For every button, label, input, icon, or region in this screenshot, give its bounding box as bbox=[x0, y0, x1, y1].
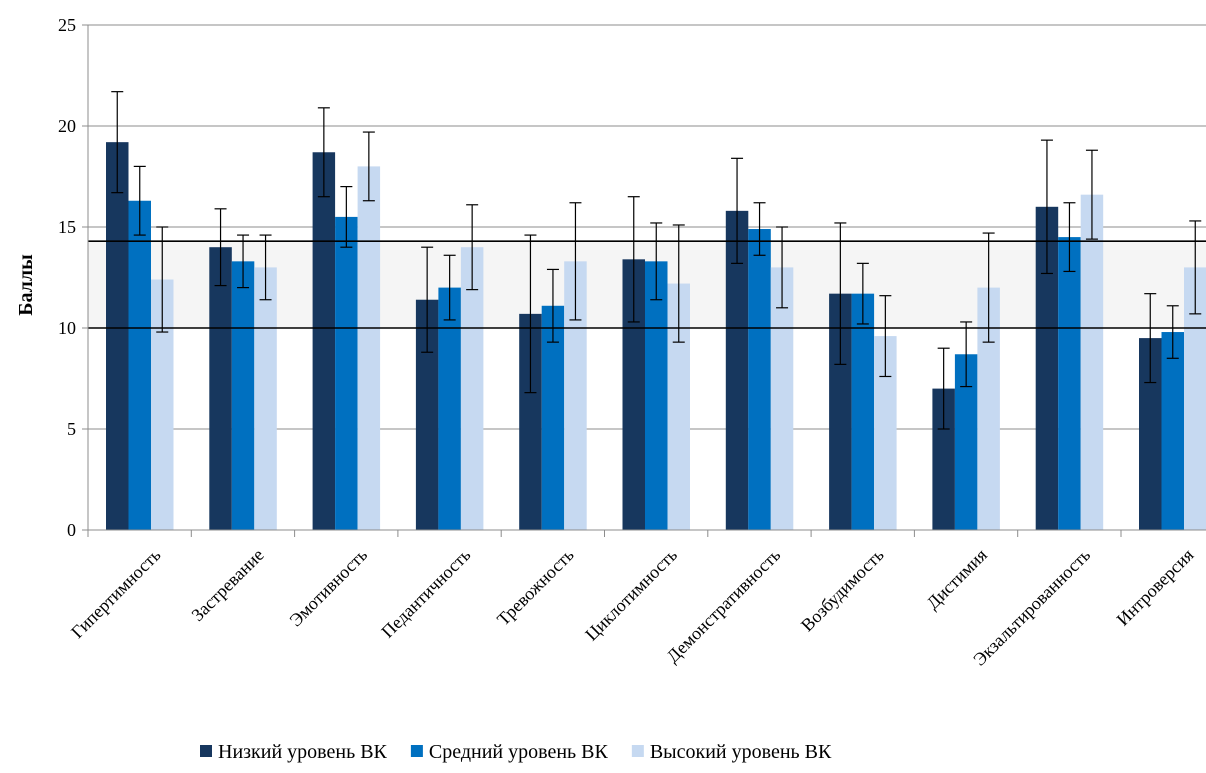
y-tick-label: 25 bbox=[58, 15, 76, 35]
category-label: Демонстративность bbox=[662, 545, 784, 667]
legend-label: Высокий уровень ВК bbox=[650, 741, 832, 763]
error-bars bbox=[88, 91, 1206, 430]
bar bbox=[312, 152, 336, 530]
bar bbox=[1058, 237, 1081, 530]
category-label: Возбудимость bbox=[797, 545, 888, 636]
bar bbox=[770, 267, 794, 530]
bar bbox=[438, 287, 461, 530]
category-label: Интроверсия bbox=[1113, 545, 1198, 630]
legend: Низкий уровень ВК Средний уровень ВК Высок… bbox=[200, 741, 832, 763]
bar bbox=[977, 287, 1000, 530]
bar bbox=[622, 259, 645, 530]
bar bbox=[874, 336, 897, 530]
category-label: Дистимия bbox=[922, 545, 990, 613]
bar bbox=[829, 293, 852, 530]
category-label: Экзальтированность bbox=[969, 545, 1094, 670]
bar bbox=[128, 200, 151, 531]
bar bbox=[748, 229, 771, 530]
y-tick-label: 15 bbox=[58, 217, 76, 237]
bars bbox=[106, 142, 1206, 531]
bar bbox=[851, 293, 875, 530]
bar bbox=[1035, 206, 1059, 531]
y-axis-title: Баллы bbox=[15, 254, 37, 316]
category-labels: Гипертимность Застревание Эмотивность Педан… bbox=[67, 545, 1197, 670]
bar bbox=[519, 313, 542, 530]
bar bbox=[1161, 332, 1184, 530]
bar bbox=[231, 261, 255, 530]
category-label: Педантичность bbox=[377, 545, 474, 642]
legend-label: Низкий уровень ВК bbox=[218, 741, 388, 763]
bar bbox=[667, 283, 690, 530]
y-tick-label: 20 bbox=[58, 116, 76, 136]
category-label: Застревание bbox=[187, 545, 267, 625]
legend-swatch bbox=[200, 745, 212, 757]
category-label: Эмотивность bbox=[285, 545, 371, 631]
bar bbox=[725, 210, 749, 530]
legend-swatch bbox=[410, 745, 423, 757]
y-tick-label: 5 bbox=[67, 419, 76, 439]
bar bbox=[541, 305, 565, 530]
axes bbox=[82, 24, 1206, 537]
bar bbox=[1184, 267, 1206, 530]
bar bbox=[460, 247, 484, 530]
bar bbox=[1080, 194, 1104, 530]
bar bbox=[1139, 338, 1162, 530]
bar bbox=[151, 279, 174, 530]
bar bbox=[209, 247, 232, 530]
bar bbox=[954, 354, 978, 530]
category-label: Циклотимность bbox=[581, 545, 681, 645]
legend-label: Средний уровень ВК bbox=[429, 741, 609, 763]
bar bbox=[254, 267, 277, 530]
category-label: Тревожность bbox=[493, 545, 578, 630]
legend-swatch bbox=[631, 745, 644, 757]
y-tick-label: 0 bbox=[67, 520, 76, 540]
bar bbox=[645, 261, 668, 530]
category-label: Гипертимность bbox=[67, 545, 164, 642]
bar bbox=[335, 216, 358, 530]
bar bbox=[357, 166, 381, 530]
bar bbox=[415, 299, 439, 530]
bar bbox=[106, 142, 129, 530]
y-tick-labels: 0 5 10 15 20 25 bbox=[58, 15, 76, 540]
y-tick-label: 10 bbox=[58, 318, 76, 338]
bar bbox=[932, 388, 955, 530]
